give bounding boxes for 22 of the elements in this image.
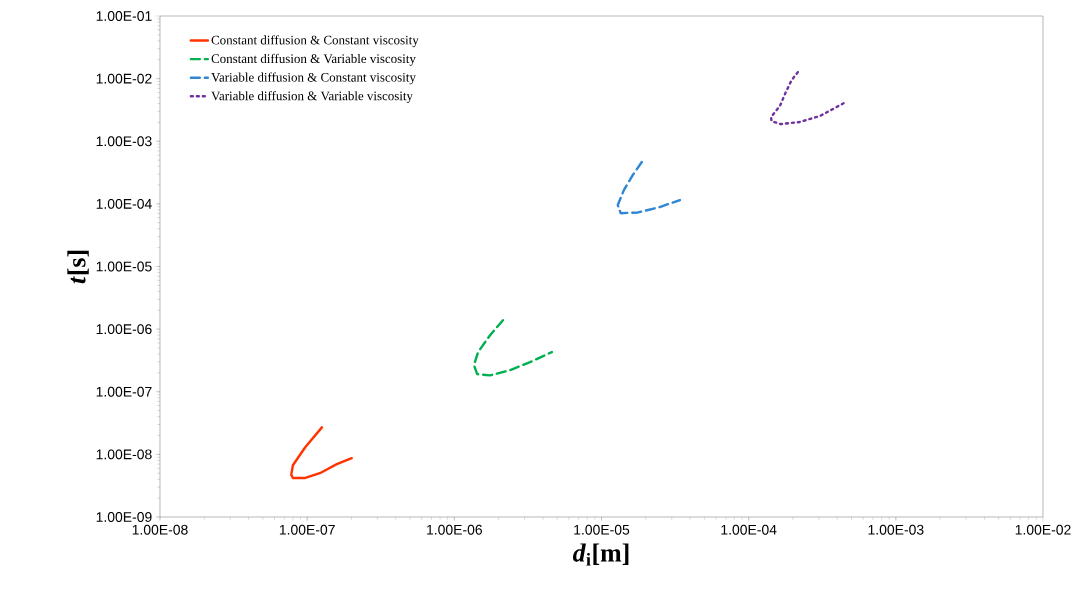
- x-tick-label: 1.00E-05: [574, 524, 630, 535]
- x-tick-label: 1.00E-03: [868, 524, 924, 535]
- y-tick-label: 1.00E-09: [96, 512, 152, 522]
- y-tick-label: 1.00E-04: [96, 198, 152, 209]
- y-tick-label: 1.00E-05: [96, 261, 152, 272]
- legend-label: Constant diffusion & Variable viscosity: [211, 53, 416, 66]
- y-tick-label: 1.00E-01: [96, 11, 152, 21]
- y-tick-label: 1.00E-02: [96, 73, 152, 84]
- legend-label: Variable diffusion & Variable viscosity: [211, 91, 413, 103]
- x-tick-label: 1.00E-04: [721, 524, 777, 535]
- y-tick-label: 1.00E-08: [96, 449, 152, 460]
- x-tick-label: 1.00E-07: [279, 524, 335, 535]
- y-axis-title: t[s]: [67, 250, 89, 284]
- y-tick-label: 1.00E-06: [96, 324, 152, 335]
- legend-label: Constant diffusion & Constant viscosity: [211, 35, 419, 48]
- x-tick-label: 1.00E-02: [1015, 524, 1071, 535]
- y-tick-label: 1.00E-03: [96, 136, 152, 147]
- x-tick-label: 1.00E-06: [427, 524, 482, 535]
- y-tick-label: 1.00E-07: [96, 386, 152, 397]
- legend-label: Variable diffusion & Constant viscosity: [211, 72, 416, 85]
- x-tick-label: 1.00E-08: [132, 524, 188, 535]
- x-axis-title: d$_{i}$[m]: [572, 543, 629, 566]
